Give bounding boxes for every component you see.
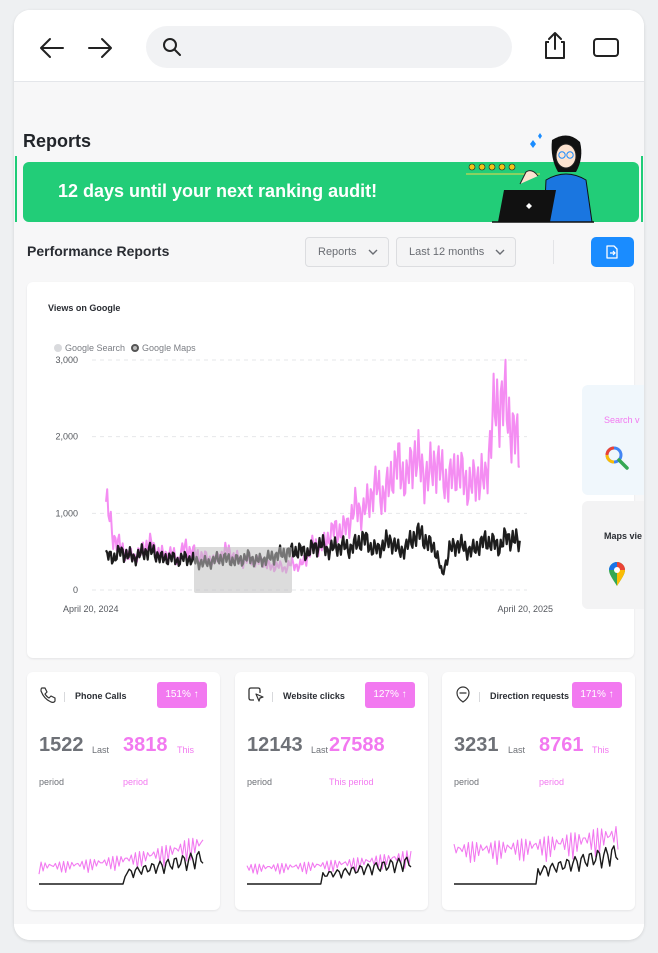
period-label: This period xyxy=(329,777,374,787)
metric-card-direction-requests: Direction requests 171% ↑ 3231 Last 8761… xyxy=(442,672,635,910)
phone-icon xyxy=(40,687,56,703)
series-line-google-maps xyxy=(105,522,521,576)
growth-badge: 151% ↑ xyxy=(157,682,207,708)
side-card-label: Search v xyxy=(604,415,640,425)
divider xyxy=(64,692,65,702)
metric-card-phone-calls: Phone Calls 151% ↑ 1522 Last 3818 This p… xyxy=(27,672,220,910)
share-icon[interactable] xyxy=(539,30,571,62)
legend-swatch xyxy=(131,344,140,352)
last-period-value: 1522 xyxy=(39,734,84,756)
views-line-chart: 3,000 2,000 1,000 0 April 20, 2024 April 20, … xyxy=(55,355,553,614)
date-range-dropdown[interactable]: Last 12 months xyxy=(396,237,516,267)
x-tick-label: April 20, 2024 xyxy=(63,604,119,614)
phone-calls-sparkline xyxy=(38,837,204,885)
legend-label: Google Maps xyxy=(142,343,196,353)
website-click-icon xyxy=(248,687,264,702)
reviewer-illustration xyxy=(466,133,594,223)
chevron-down-icon xyxy=(495,249,505,255)
chevron-down-icon xyxy=(368,249,378,255)
growth-badge: 171% ↑ xyxy=(572,682,622,708)
sparkline-this-period xyxy=(38,837,204,875)
hover-tooltip-overlay xyxy=(194,547,292,593)
views-chart-card: Views on Google Google Search Google Map… xyxy=(27,282,634,658)
legend-swatch xyxy=(54,344,62,352)
metric-title: Phone Calls xyxy=(75,691,127,701)
this-label: This xyxy=(592,745,610,755)
this-period-value: 3818 xyxy=(123,734,168,756)
back-arrow-icon[interactable] xyxy=(36,32,68,64)
metric-card-website-clicks: Website clicks 127% ↑ 12143 Last 27588 p… xyxy=(235,672,428,910)
y-tick-label: 3,000 xyxy=(55,355,78,365)
directions-icon xyxy=(456,686,470,703)
y-tick-label: 2,000 xyxy=(55,432,78,442)
legend-label: Google Search xyxy=(65,343,126,353)
banner-edge xyxy=(15,156,17,222)
legend-item-maps[interactable]: Google Maps xyxy=(131,343,196,353)
period-label: period xyxy=(247,777,273,787)
sparkline-this-period xyxy=(453,825,619,866)
growth-badge: 127% ↑ xyxy=(365,682,415,708)
date-range-value: Last 12 months xyxy=(409,246,485,258)
report-type-value: Reports xyxy=(318,246,357,258)
last-period-value: 12143 xyxy=(247,734,303,756)
side-card-maps-views[interactable]: Maps vie xyxy=(582,501,644,609)
direction-requests-sparkline xyxy=(453,825,619,885)
address-search-bar[interactable] xyxy=(146,26,512,68)
last-label: Last xyxy=(508,745,526,755)
side-card-label: Maps vie xyxy=(604,531,643,541)
performance-reports-title: Performance Reports xyxy=(27,243,170,259)
banner-edge xyxy=(641,156,643,222)
last-label: Last xyxy=(311,745,329,755)
forward-arrow-icon[interactable] xyxy=(84,32,116,64)
audit-banner-text: 12 days until your next ranking audit! xyxy=(58,181,378,201)
y-tick-label: 0 xyxy=(73,585,78,595)
last-period-value: 3231 xyxy=(454,734,499,756)
this-period-value: 27588 xyxy=(329,734,385,756)
divider xyxy=(272,692,273,702)
page-title: Reports xyxy=(23,131,92,151)
tabs-icon[interactable] xyxy=(590,32,622,64)
this-period-value: 8761 xyxy=(539,734,584,756)
side-card-search-views[interactable]: Search v xyxy=(582,385,644,495)
chart-legend: Google Search Google Maps xyxy=(54,343,196,353)
google-maps-pin-icon xyxy=(609,562,625,586)
period-label: period xyxy=(539,777,565,787)
this-label: This xyxy=(177,745,195,755)
website-clicks-sparkline xyxy=(246,850,412,885)
google-search-icon xyxy=(605,446,629,470)
page-footer-strip xyxy=(14,924,644,940)
chart-title: Views on Google xyxy=(48,303,121,313)
sparkline-last-period xyxy=(454,845,619,885)
toolbar-divider xyxy=(553,240,554,264)
page-content: Reports 12 days until your next ranking … xyxy=(14,82,644,940)
browser-window: Reports 12 days until your next ranking … xyxy=(14,10,644,940)
export-report-button[interactable] xyxy=(591,237,634,267)
sparkline-last-period xyxy=(39,850,204,885)
search-icon xyxy=(163,38,181,56)
legend-item-search[interactable]: Google Search xyxy=(54,343,125,353)
y-tick-label: 1,000 xyxy=(55,508,78,518)
sparkline-last-period xyxy=(247,856,412,885)
metric-title: Direction requests xyxy=(490,691,570,701)
x-tick-label: April 20, 2025 xyxy=(497,604,553,614)
report-type-dropdown[interactable]: Reports xyxy=(305,237,389,267)
last-label: Last xyxy=(92,745,110,755)
period-label: period xyxy=(454,777,480,787)
divider xyxy=(479,692,480,702)
period-label: period xyxy=(123,777,149,787)
period-label: period xyxy=(39,777,65,787)
browser-toolbar xyxy=(14,10,644,82)
metric-title: Website clicks xyxy=(283,691,345,701)
document-export-icon xyxy=(606,245,618,259)
